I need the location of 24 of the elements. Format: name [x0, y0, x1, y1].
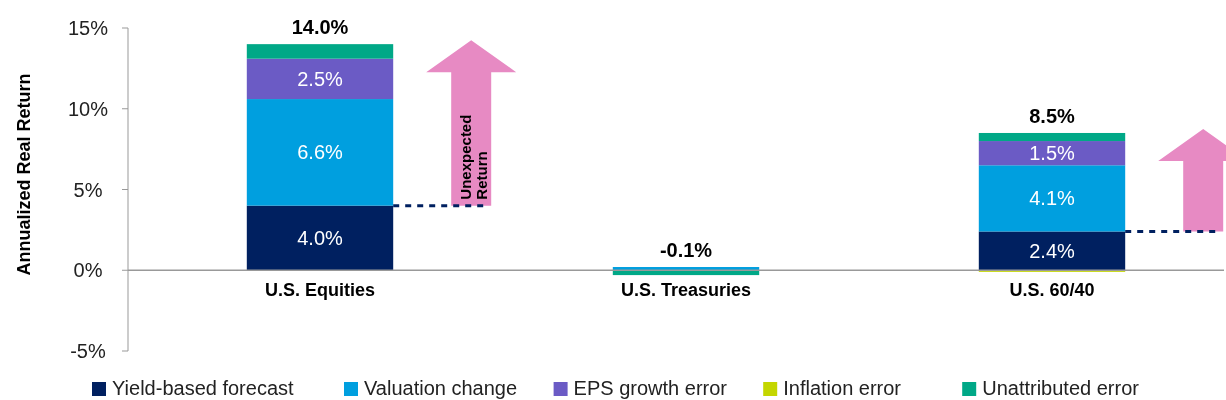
legend-label: Valuation change: [364, 377, 518, 399]
data-label: 1.5%: [1029, 142, 1076, 165]
x-tick-label: U.S. 60/40: [1009, 280, 1095, 300]
total-label: 14.0%: [291, 16, 349, 39]
data-label: 4.0%: [297, 226, 344, 249]
y-axis-title: Annualized Real Return: [14, 73, 34, 276]
data-label: 6.6%: [297, 141, 344, 164]
legend-label: Unattributed error: [982, 377, 1140, 399]
data-label: 2.5%: [297, 67, 344, 90]
y-tick-label: 15%: [67, 17, 109, 39]
data-label: 4.1%: [1029, 187, 1076, 210]
y-tick-label: -5%: [70, 340, 106, 362]
legend-label: Inflation error: [783, 377, 902, 399]
total-label: -0.1%: [659, 239, 713, 262]
total-label: 8.5%: [1029, 104, 1076, 127]
y-tick-label: 0%: [73, 259, 103, 282]
data-label: 2.4%: [1029, 239, 1076, 262]
x-tick-label: U.S. Treasuries: [620, 280, 752, 300]
legend-label: EPS growth error: [573, 377, 728, 399]
y-tick-label: 5%: [73, 178, 103, 201]
x-tick-label: U.S. Equities: [264, 280, 376, 300]
y-tick-label: 10%: [67, 97, 109, 120]
legend-label: Yield-based forecast: [112, 377, 295, 399]
annotation: Unexpected Return: [457, 114, 491, 200]
